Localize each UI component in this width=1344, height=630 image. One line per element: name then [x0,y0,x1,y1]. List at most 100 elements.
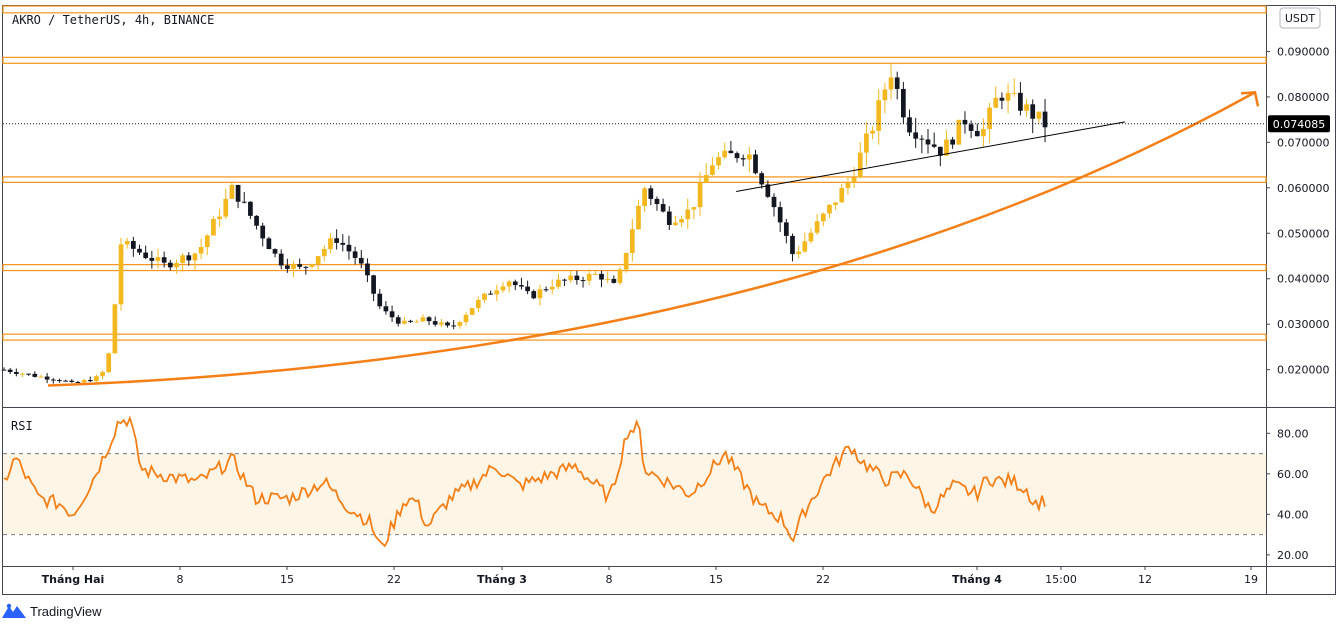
candle-body [907,117,912,133]
candle-body [143,252,149,259]
candle-body [229,184,235,199]
candle-body [69,380,75,382]
price-axis[interactable]: 0.020000 0.030000 0.040000 0.050000 0.060000… [1266,45,1330,377]
candle-body [777,207,783,223]
candle-body [759,173,765,185]
candle-body [174,263,179,268]
candle-body [180,255,185,264]
candle-body [506,281,512,287]
candle-body [439,322,444,325]
candle-body [451,325,457,327]
candle-body [556,279,561,287]
time-tick-label: Tháng 4 [952,573,1002,586]
candle-body [155,257,161,261]
candle-body [44,376,50,380]
candle-body [839,187,845,203]
time-tick-label: 15:00 [1045,573,1077,586]
time-axis[interactable]: Tháng Hai 8 15 22 Tháng 3 8 15 22 Tháng 4 15:00 12… [42,566,1258,586]
candle-body [974,130,980,137]
candle-body [192,253,198,261]
candle-body [291,264,296,269]
candle-body [981,129,986,137]
candle-body [321,249,327,257]
candle-body [346,244,352,252]
candle-body [586,273,592,281]
zone-0[interactable] [2,5,1267,14]
candle-body [648,188,654,199]
candle-body [389,311,395,318]
candle-body [211,219,216,236]
candle-body [235,184,241,202]
trendline[interactable] [736,121,1126,192]
candle-body [962,119,968,125]
currency-button[interactable]: USDT [1279,7,1321,29]
candle-body [377,293,383,307]
candle-body [827,204,832,214]
candle-body [112,304,118,354]
candle-body [833,202,838,205]
candle-body [802,241,808,252]
rsi-tick-label: 20.00 [1277,549,1309,562]
zone-1[interactable] [2,56,1267,64]
candle-body [611,278,617,283]
candle-body [1,369,7,371]
candle-body [851,177,857,183]
candle-body [198,247,204,254]
candle-body [950,139,955,145]
price-tick-label: 0.040000 [1277,273,1330,286]
candle-body [857,152,863,178]
brand-name[interactable]: TradingView [30,604,102,619]
candle-body [7,369,13,373]
candle-body [106,353,112,373]
candle-body [278,253,284,266]
candle-body [402,320,407,324]
candle-body [654,198,660,205]
candle-body [642,188,647,206]
candle-body [913,132,919,139]
zone-2[interactable] [2,176,1267,183]
candle-body [845,182,851,188]
zone-3[interactable] [2,264,1267,272]
candle-body [383,306,389,312]
candle-body [525,286,530,292]
candle-body [131,240,136,249]
candle-body [771,196,777,208]
time-tick-label: Tháng 3 [477,573,527,586]
candle-body [673,222,678,225]
candle-body [260,225,266,239]
candle-body [703,174,709,183]
candle-body [124,240,130,245]
time-tick-label: 22 [387,573,401,586]
support-resistance-zones [2,5,1267,341]
candle-body [722,150,728,158]
candle-body [728,150,734,154]
candle-body [599,273,604,280]
candle-body [475,299,481,309]
candle-body [765,184,771,197]
rsi-axis[interactable]: 20.00 40.00 60.00 80.00 [1266,427,1309,562]
candle-body [334,238,339,243]
candle-body [328,238,333,250]
candle-body [1011,92,1017,94]
candle-body [38,376,44,378]
candle-body [666,211,672,225]
curve-arrow[interactable] [47,91,1256,387]
candle-body [408,320,413,322]
candle-body [358,257,364,264]
tradingview-logo-icon[interactable] [2,603,26,618]
candle-body [1042,111,1048,128]
candle-body [26,373,31,375]
candle-body [894,77,900,89]
candle-body [864,133,869,153]
candle-body [432,321,438,325]
candle-body [1005,92,1011,101]
price-tick-label: 0.050000 [1277,227,1330,240]
zone-4[interactable] [2,333,1267,341]
candle-body [888,77,894,90]
candle-body [697,182,703,208]
candle-body [63,380,68,382]
candle-body [254,215,259,226]
candle-body [993,97,999,108]
candle-body [469,308,475,315]
